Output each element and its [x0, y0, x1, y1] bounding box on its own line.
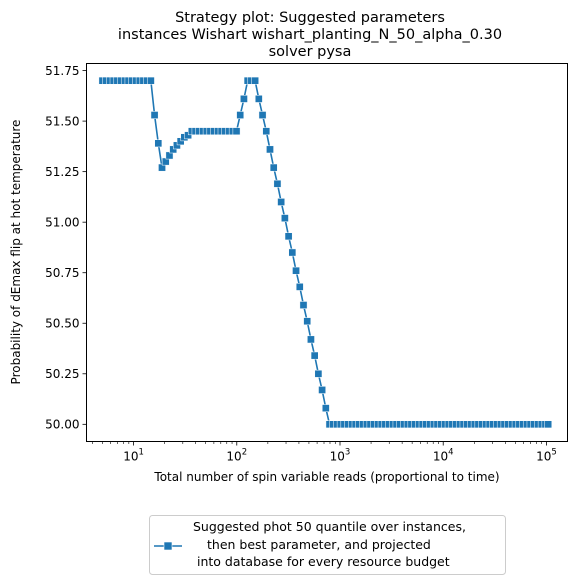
chart-title-line-1: Strategy plot: Suggested parameters [175, 10, 445, 26]
data-point [314, 369, 323, 378]
y-tick-label: 50.50 [45, 316, 79, 330]
y-tick-label: 51.00 [45, 215, 79, 229]
data-point [240, 95, 248, 103]
y-tick-label: 51.75 [45, 64, 79, 78]
plot-area: 101 102 103 104 105 50.00 50.25 50.50 50.75 51.0… [45, 63, 568, 464]
series-layer [98, 76, 553, 429]
data-point [273, 179, 282, 188]
y-tick-label: 51.25 [45, 165, 79, 179]
y-tick-label: 51.50 [45, 114, 79, 128]
data-point [321, 404, 330, 412]
legend: Suggested phot 50 quantile over instance… [149, 515, 506, 575]
legend-text-line-2: then best parameter, and projected [207, 537, 431, 552]
data-point [147, 76, 155, 85]
data-point [299, 301, 308, 309]
x-axis-ticks: 101 102 103 104 105 [92, 441, 557, 464]
x-tick-label: 102 [226, 448, 247, 464]
data-point [251, 76, 259, 85]
data-point [303, 317, 312, 326]
x-axis-label: Total number of spin variable reads (pro… [153, 470, 499, 484]
data-point [262, 127, 271, 136]
data-point [307, 335, 315, 344]
chart-title-line-2: instances Wishart wishart_planting_N_50_… [118, 27, 502, 43]
series-line [102, 79, 549, 426]
y-axis-label: Probability of dEmax flip at hot tempera… [9, 120, 23, 385]
x-tick-label: 103 [330, 448, 351, 464]
x-tick-label: 101 [123, 448, 144, 464]
chart-title: Strategy plot: Suggested parameters inst… [118, 10, 502, 60]
data-point [295, 283, 304, 291]
y-axis-ticks: 50.00 50.25 50.50 50.75 51.00 51.25 51.50 51.75 [45, 64, 87, 432]
data-point [318, 386, 326, 394]
data-point [266, 145, 274, 154]
plot-frame [86, 63, 568, 442]
data-point [258, 111, 267, 119]
x-tick-label: 104 [433, 448, 454, 464]
legend-marker-sample [163, 541, 173, 551]
data-point [544, 420, 553, 429]
y-tick-label: 50.00 [45, 418, 79, 432]
data-point [269, 163, 278, 172]
data-point [232, 127, 241, 136]
data-point [281, 214, 289, 222]
chart-title-line-3: solver pysa [269, 44, 352, 60]
data-point [310, 351, 319, 360]
data-point [236, 111, 245, 119]
y-tick-label: 50.25 [45, 367, 79, 381]
legend-text-line-1: Suggested phot 50 quantile over instance… [193, 519, 466, 534]
data-point [277, 198, 285, 206]
y-tick-label: 50.75 [45, 266, 79, 280]
x-tick-label: 105 [536, 448, 557, 464]
legend-text-line-3: into database for every resource budget [197, 554, 450, 569]
data-point [254, 95, 263, 103]
data-point [154, 139, 163, 148]
data-point [292, 266, 300, 275]
data-point [284, 232, 293, 241]
legend-box [149, 515, 506, 575]
data-point [150, 111, 159, 119]
data-point [288, 248, 297, 257]
